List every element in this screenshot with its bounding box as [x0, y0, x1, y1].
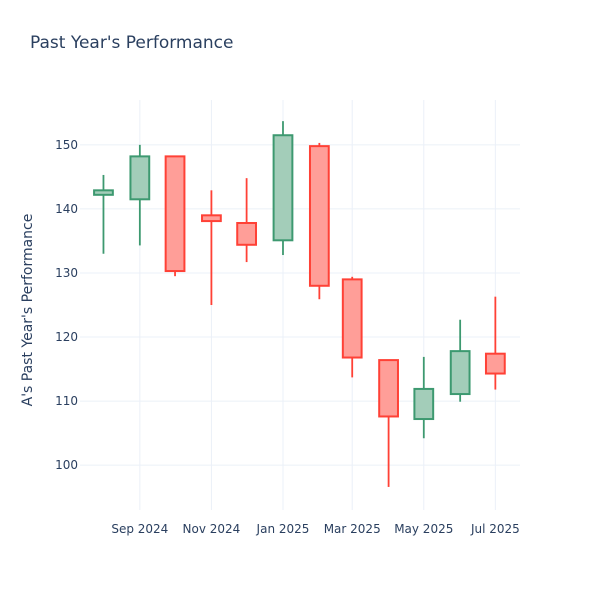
y-axis-title: A's Past Year's Performance: [20, 214, 36, 407]
x-tick-label: Mar 2025: [324, 522, 381, 536]
candle-body: [449, 350, 471, 396]
candle-decreasing: [236, 178, 258, 263]
y-tick-label: 130: [55, 266, 78, 280]
candle-increasing: [449, 319, 471, 402]
x-tick-label: Jan 2025: [256, 522, 310, 536]
candle-body: [378, 359, 399, 418]
y-tick-label: 150: [55, 138, 78, 152]
x-tick-label: May 2025: [394, 522, 453, 536]
candle-layer: [93, 121, 506, 487]
y-tick-label: 110: [55, 394, 78, 408]
x-tick-label: Jul 2025: [470, 522, 520, 536]
candle-increasing: [129, 144, 151, 246]
chart-title: Past Year's Performance: [30, 33, 234, 53]
y-tick-label: 140: [55, 202, 78, 216]
candle-increasing: [272, 121, 294, 256]
candle-body: [308, 145, 330, 287]
candle-body: [201, 214, 222, 223]
candle-body: [164, 155, 186, 273]
x-tick-label: Nov 2024: [183, 522, 241, 536]
candle-body: [129, 155, 151, 201]
candle-body: [236, 222, 258, 246]
candle-decreasing: [164, 155, 186, 277]
candle-decreasing: [201, 190, 222, 305]
candle-body: [341, 278, 363, 359]
candle-increasing: [93, 174, 114, 254]
candle-body: [413, 387, 435, 421]
candle-decreasing: [484, 296, 506, 390]
candle-body: [272, 134, 294, 242]
candle-decreasing: [308, 142, 330, 300]
candle-body: [484, 352, 506, 375]
x-tick-label: Sep 2024: [111, 522, 168, 536]
tick-layer: 100 110 120 130 140 150 Sep 2024 Nov 2024 Jan 20…: [55, 138, 520, 536]
candle-increasing: [413, 356, 435, 439]
y-tick-label: 120: [55, 330, 78, 344]
candle-decreasing: [341, 276, 363, 378]
candle-decreasing: [378, 359, 399, 487]
y-tick-label: 100: [55, 458, 78, 472]
candle-body: [93, 189, 114, 196]
